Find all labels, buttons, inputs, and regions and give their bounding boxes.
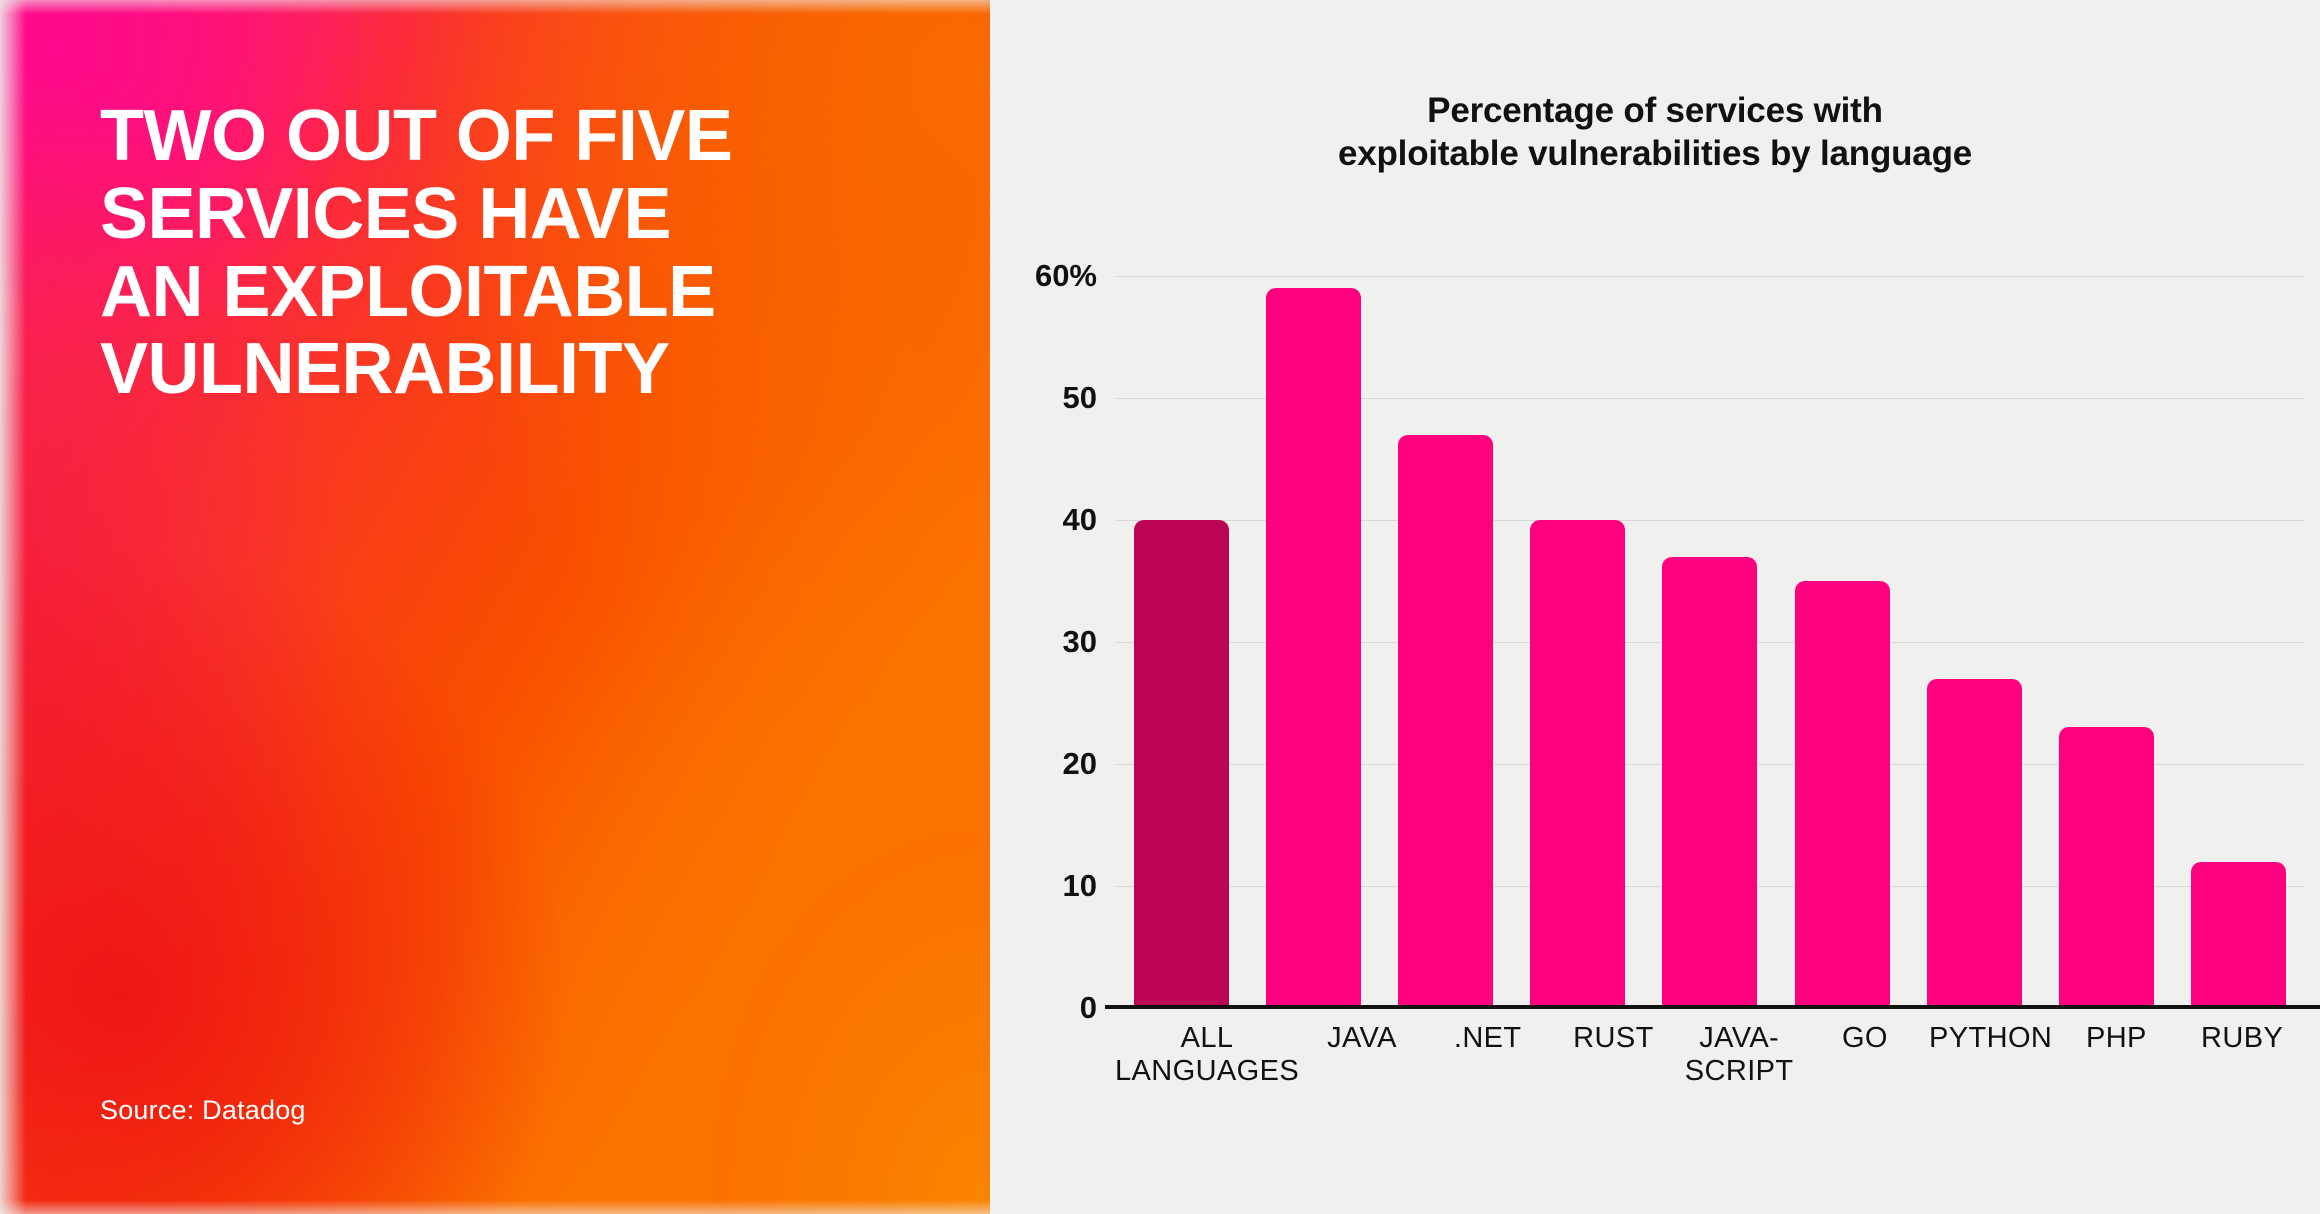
bar-slot	[2041, 276, 2173, 1008]
x-axis-tick-label: PYTHON	[1928, 1022, 2054, 1089]
y-axis-tick-label: 60%	[1034, 258, 1097, 293]
y-axis-tick-label: 20	[1062, 746, 1097, 781]
bar-rust[interactable]	[1530, 520, 1626, 1008]
x-axis-tick-label-line: .NET	[1453, 1022, 1522, 1054]
source-attribution: Source: Datadog	[100, 1095, 306, 1125]
bar-slot	[1379, 276, 1511, 1008]
headline-line-4: VULNERABILITY	[100, 329, 670, 410]
x-axis-tick-label-line: PHP	[2085, 1022, 2147, 1054]
x-axis-tick-label: RUST	[1551, 1022, 1677, 1089]
x-axis-tick-label: ALL LANGUAGES	[1115, 1022, 1299, 1089]
headline-line-3: AN EXPLOITABLE	[100, 251, 716, 332]
headline-line-2: SERVICES HAVE	[100, 173, 672, 254]
page-title: TWO OUT OF FIVE SERVICES HAVE AN EXPLOIT…	[100, 96, 900, 410]
x-axis-tick-label: GO	[1802, 1022, 1928, 1089]
chart-panel: Percentage of services with exploitable …	[990, 0, 2320, 1214]
bar-java-script[interactable]	[1662, 556, 1758, 1008]
gridline	[1115, 520, 2305, 521]
y-axis-tick-label: 0	[1079, 990, 1097, 1025]
left-headline-panel: TWO OUT OF FIVE SERVICES HAVE AN EXPLOIT…	[0, 0, 990, 1214]
headline-line-1: TWO OUT OF FIVE	[100, 96, 733, 176]
x-axis-baseline	[1105, 1005, 2320, 1009]
gridline	[1115, 276, 2305, 277]
x-axis-tick-label-line: RUST	[1573, 1022, 1654, 1054]
bar--net[interactable]	[1398, 434, 1494, 1008]
bar-slot	[1512, 276, 1644, 1008]
x-axis-tick-label-line: SCRIPT	[1684, 1055, 1794, 1088]
y-axis-tick-label: 50	[1062, 380, 1097, 415]
x-axis-tick-label: JAVA	[1299, 1022, 1425, 1089]
x-axis-tick-label: JAVA- SCRIPT	[1676, 1022, 1802, 1089]
y-axis-tick-label: 40	[1062, 502, 1097, 537]
y-axis-tick-label: 10	[1062, 868, 1097, 903]
bar-series	[1115, 276, 2305, 1008]
x-axis-tick-label: .NET	[1425, 1022, 1551, 1089]
gridline	[1115, 398, 2305, 399]
chart-title: Percentage of services with exploitable …	[990, 90, 2320, 175]
x-axis-tick-label-line: RUBY	[2201, 1022, 2284, 1054]
bar-ruby[interactable]	[2191, 861, 2287, 1008]
bar-slot	[1115, 276, 1247, 1008]
bar-java[interactable]	[1265, 288, 1361, 1008]
bar-slot	[2173, 276, 2305, 1008]
plot-area: 0 10 20 30 40 50 60%	[1035, 258, 2320, 1025]
x-axis-tick-label-line: GO	[1841, 1022, 1888, 1054]
x-axis-tick-label-line: JAVA	[1327, 1022, 1397, 1054]
x-axis-tick-label-line: LANGUAGES	[1115, 1055, 1300, 1088]
chart-title-line-2: exploitable vulnerabilities by language	[1337, 133, 1973, 173]
bar-slot	[1776, 276, 1908, 1008]
x-axis-tick-label-line: JAVA-	[1699, 1022, 1780, 1054]
x-axis-labels-group: ALL LANGUAGES JAVA .NET RUST JAVA- SCRIPT GO PYT…	[1115, 1022, 2305, 1089]
x-axis-tick-label: PHP	[2054, 1022, 2180, 1089]
bar-go[interactable]	[1794, 581, 1890, 1008]
x-axis-tick-label: RUBY	[2179, 1022, 2305, 1089]
x-axis-tick-label-line: PYTHON	[1929, 1022, 2053, 1054]
bar-python[interactable]	[1926, 678, 2022, 1008]
chart-title-line-1: Percentage of services with	[1427, 91, 1883, 130]
bar-all-languages[interactable]	[1133, 520, 1229, 1008]
bar-slot	[1247, 276, 1379, 1008]
y-axis-tick-label: 30	[1062, 624, 1097, 659]
bar-slot	[1908, 276, 2040, 1008]
bar-slot	[1644, 276, 1776, 1008]
x-axis-tick-label-line: ALL	[1180, 1022, 1234, 1054]
bar-php[interactable]	[2059, 727, 2155, 1008]
